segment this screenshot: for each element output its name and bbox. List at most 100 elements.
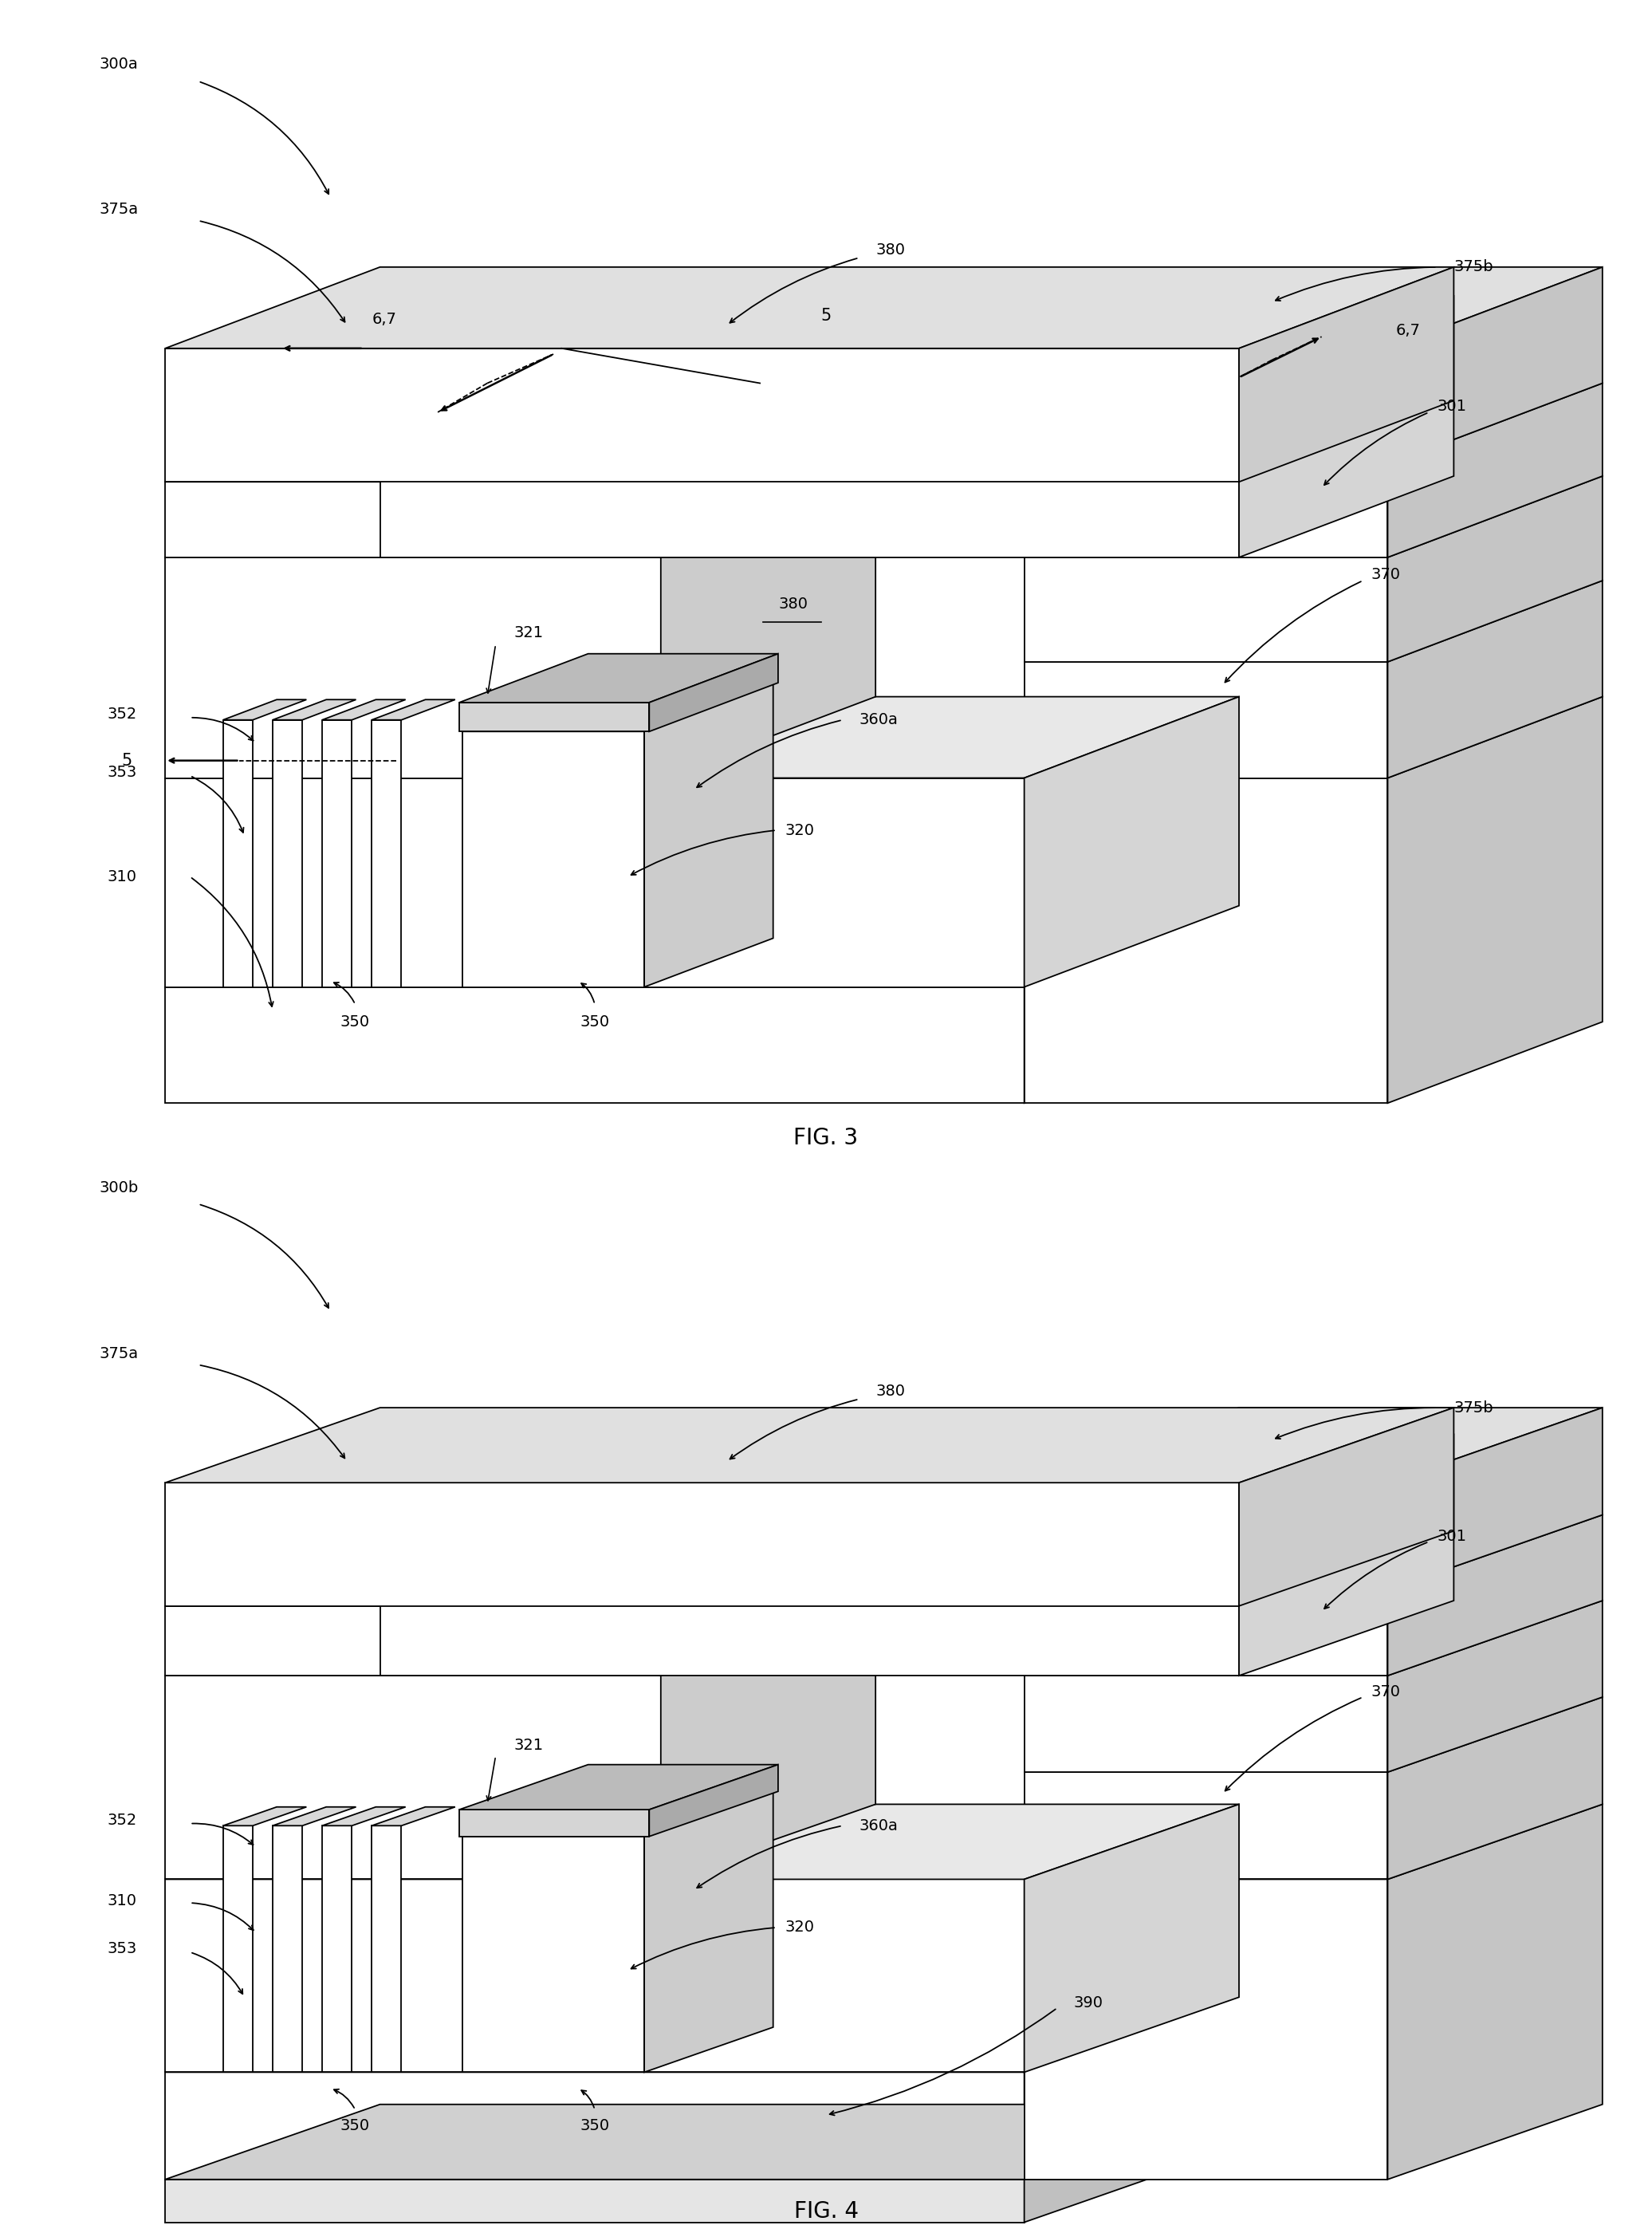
Polygon shape xyxy=(644,683,773,987)
Text: 320: 320 xyxy=(785,1920,814,1936)
Polygon shape xyxy=(1024,476,1602,558)
Polygon shape xyxy=(463,1791,773,1836)
Text: 375b: 375b xyxy=(1454,259,1493,275)
Polygon shape xyxy=(463,683,773,732)
Polygon shape xyxy=(459,1764,778,1809)
Polygon shape xyxy=(1024,1996,1239,2179)
Polygon shape xyxy=(1024,1675,1388,1773)
Polygon shape xyxy=(380,297,1454,377)
Polygon shape xyxy=(1024,1697,1602,1773)
Polygon shape xyxy=(1388,384,1602,558)
Polygon shape xyxy=(463,732,644,987)
Polygon shape xyxy=(661,476,876,777)
Polygon shape xyxy=(649,1764,778,1836)
Polygon shape xyxy=(1024,1407,1602,1483)
Text: 5: 5 xyxy=(122,753,132,768)
Text: 320: 320 xyxy=(785,822,814,837)
Polygon shape xyxy=(165,268,1454,348)
Polygon shape xyxy=(661,1532,876,1675)
Text: 353: 353 xyxy=(107,764,137,779)
Polygon shape xyxy=(1024,777,1388,1103)
Polygon shape xyxy=(165,1996,1239,2072)
Text: FIG. 3: FIG. 3 xyxy=(793,1128,859,1150)
Polygon shape xyxy=(322,1827,352,2072)
Polygon shape xyxy=(1024,1880,1388,2179)
Polygon shape xyxy=(273,1806,357,1827)
Polygon shape xyxy=(1388,581,1602,777)
Polygon shape xyxy=(1024,697,1602,777)
Polygon shape xyxy=(165,558,661,777)
Polygon shape xyxy=(165,482,661,558)
Polygon shape xyxy=(1024,907,1239,1103)
Text: 353: 353 xyxy=(107,1940,137,1956)
Polygon shape xyxy=(1239,268,1454,482)
Polygon shape xyxy=(165,348,1239,482)
Text: 310: 310 xyxy=(107,1894,137,1909)
Polygon shape xyxy=(1024,1773,1388,1880)
Polygon shape xyxy=(372,1827,401,2072)
Polygon shape xyxy=(380,1434,1454,1510)
Polygon shape xyxy=(1024,1514,1602,1590)
Polygon shape xyxy=(165,1880,1024,2072)
Polygon shape xyxy=(380,1510,1239,1675)
Polygon shape xyxy=(273,719,302,987)
Text: 350: 350 xyxy=(340,1014,370,1029)
Text: 360a: 360a xyxy=(859,712,899,728)
Polygon shape xyxy=(165,1532,876,1606)
Polygon shape xyxy=(165,400,876,482)
Polygon shape xyxy=(1024,348,1388,464)
Polygon shape xyxy=(1388,476,1602,661)
Text: 5: 5 xyxy=(821,308,831,324)
Text: 300b: 300b xyxy=(99,1181,139,1195)
Polygon shape xyxy=(1024,464,1388,558)
Text: 352: 352 xyxy=(107,706,137,721)
Text: 380: 380 xyxy=(778,596,808,612)
Text: 375b: 375b xyxy=(1454,1400,1493,1416)
Polygon shape xyxy=(165,1804,1239,1880)
Polygon shape xyxy=(1024,1483,1388,1590)
Text: 380: 380 xyxy=(876,241,905,257)
Polygon shape xyxy=(223,699,307,719)
Polygon shape xyxy=(372,719,401,987)
Polygon shape xyxy=(165,907,1239,987)
Polygon shape xyxy=(661,400,876,558)
Polygon shape xyxy=(165,1601,876,1675)
Polygon shape xyxy=(1388,1804,1602,2179)
Polygon shape xyxy=(1388,268,1602,464)
Polygon shape xyxy=(1239,1434,1454,1675)
Polygon shape xyxy=(1024,558,1388,661)
Polygon shape xyxy=(1388,1601,1602,1773)
Polygon shape xyxy=(644,1791,773,2072)
Text: 310: 310 xyxy=(107,869,137,884)
Polygon shape xyxy=(463,1836,644,2072)
Polygon shape xyxy=(165,2103,1239,2179)
Polygon shape xyxy=(1024,1804,1239,2072)
Text: 390: 390 xyxy=(1074,1994,1104,2010)
Text: 352: 352 xyxy=(107,1813,137,1829)
Polygon shape xyxy=(1024,1601,1602,1675)
Polygon shape xyxy=(273,699,357,719)
Polygon shape xyxy=(165,1675,661,1880)
Text: 380: 380 xyxy=(876,1384,905,1400)
Text: FIG. 4: FIG. 4 xyxy=(793,2200,859,2222)
Polygon shape xyxy=(322,699,406,719)
Polygon shape xyxy=(322,719,352,987)
Polygon shape xyxy=(165,1606,661,1675)
Polygon shape xyxy=(372,699,454,719)
Text: 350: 350 xyxy=(340,2119,370,2133)
Text: 375a: 375a xyxy=(99,201,139,217)
Polygon shape xyxy=(223,1806,307,1827)
Text: 360a: 360a xyxy=(859,1818,899,1833)
Polygon shape xyxy=(165,697,1239,777)
Polygon shape xyxy=(322,1806,406,1827)
Polygon shape xyxy=(1388,697,1602,1103)
Polygon shape xyxy=(223,1827,253,2072)
Polygon shape xyxy=(661,1601,876,1880)
Polygon shape xyxy=(1024,661,1388,777)
Text: 350: 350 xyxy=(580,2119,610,2133)
Polygon shape xyxy=(372,1806,454,1827)
Polygon shape xyxy=(165,987,1024,1103)
Polygon shape xyxy=(1024,384,1602,464)
Text: 300a: 300a xyxy=(99,56,139,71)
Text: 301: 301 xyxy=(1437,1530,1467,1543)
